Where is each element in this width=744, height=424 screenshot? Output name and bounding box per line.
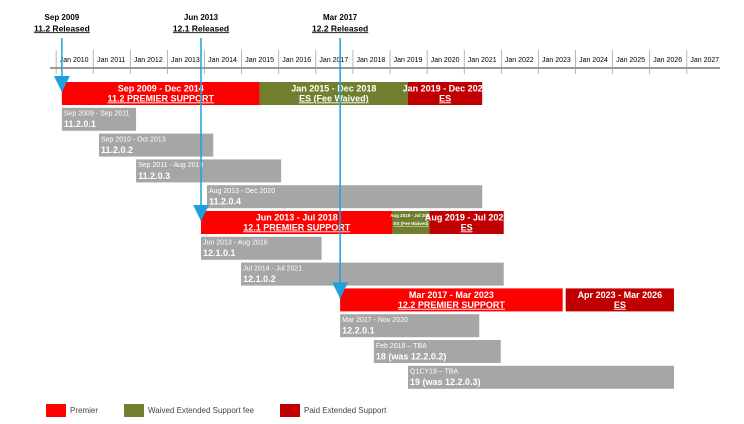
bar-period: Sep 2009 - Dec 2014 (118, 83, 204, 93)
legend-swatch (124, 404, 145, 417)
bar-period: Aug 2018 - Jul 2019 (390, 213, 432, 218)
bar-label: 12.1.0.1 (203, 248, 236, 258)
bar-period: Q1CY19 – TBA (410, 369, 458, 376)
x-tick-label: Jan 2014 (208, 57, 237, 64)
bar-label: ES (461, 222, 473, 232)
legend-swatch (46, 404, 66, 417)
milestone-label: 11.2 Released (34, 23, 90, 33)
x-tick-label: Jan 2025 (616, 57, 645, 64)
x-tick-label: Jan 2011 (97, 57, 125, 64)
timeline-bar (373, 340, 501, 363)
x-tick-label: Jan 2013 (171, 57, 200, 64)
bar-label: ES (439, 93, 451, 103)
timeline-bar (61, 107, 137, 131)
bar-period: Sep 2009 - Sep 2011 (64, 111, 130, 118)
milestone-date: Mar 2017 (323, 13, 358, 22)
milestone-date: Jun 2013 (184, 13, 219, 22)
x-tick-label: Jan 2017 (319, 57, 348, 64)
bar-label: ES (Fee Waived) (394, 221, 429, 226)
bar-period: Aug 2019 - Jul 2021 (425, 212, 509, 222)
timeline-bar (392, 211, 430, 234)
bar-label: 18 (was 12.2.0.2) (376, 351, 447, 361)
legend-label: Waived Extended Support fee (148, 406, 255, 415)
milestone-arrow (53, 76, 70, 92)
bar-period: Jan 2015 - Dec 2018 (291, 83, 376, 93)
legend-label: Paid Extended Support (304, 406, 387, 415)
bar-label: ES (Fee Waived) (299, 93, 369, 103)
x-tick-label: Jan 2015 (245, 57, 274, 64)
bar-label: 11.2 PREMIER SUPPORT (107, 93, 214, 103)
x-tick-label: Jan 2022 (505, 57, 534, 64)
x-tick-label: Jan 2024 (579, 57, 608, 64)
timeline-bar (259, 82, 409, 105)
x-tick-label: Jan 2026 (653, 57, 682, 64)
bar-label: ES (614, 300, 626, 310)
timeline-bar (408, 365, 674, 389)
x-tick-label: Jan 2021 (468, 57, 497, 64)
timeline-bar (201, 236, 322, 260)
milestone-arrow (332, 282, 349, 299)
bar-label: 11.2.0.2 (101, 145, 133, 155)
legend-swatch (280, 404, 301, 417)
timeline-bar (61, 82, 260, 105)
timeline-bar (408, 82, 483, 105)
bar-label: 11.2.0.3 (138, 171, 170, 181)
bar-period: Mar 2017 - Nov 2020 (342, 317, 408, 324)
bar-label: 12.2.0.1 (342, 326, 375, 336)
legend-label: Premier (70, 406, 98, 415)
bar-period: Jun 2013 - Aug 2016 (203, 240, 268, 247)
bar-label: 12.1 PREMIER SUPPORT (243, 222, 351, 232)
bar-period: Jan 2019 - Dec 2020 (403, 83, 488, 93)
timeline-bar (340, 314, 480, 338)
x-tick-label: Jan 2019 (394, 57, 423, 64)
bar-period: Sep 2011 - Aug 2015 (138, 162, 203, 169)
bar-label: 12.1.0.2 (243, 274, 276, 284)
milestone-label: 12.2 Released (312, 23, 368, 33)
bar-period: Jul 2014 - Jul 2021 (243, 265, 302, 272)
milestone-date: Sep 2009 (45, 13, 80, 22)
timeline-bar (136, 159, 282, 183)
bar-period: Feb 2018 – TBA (376, 343, 427, 350)
timeline-bar (429, 211, 504, 234)
x-tick-label: Jan 2016 (282, 57, 311, 64)
bar-label: 19 (was 12.2.0.3) (410, 377, 481, 387)
x-tick-label: Jan 2010 (60, 57, 89, 64)
x-tick-label: Jan 2023 (542, 57, 571, 64)
bar-label: 12.2 PREMIER SUPPORT (398, 300, 506, 310)
timeline-bar (201, 211, 393, 234)
bar-period: Sep 2010 - Oct 2013 (101, 136, 166, 143)
x-tick-label: Jan 2020 (431, 57, 460, 64)
milestone-label: 12.1 Released (173, 23, 229, 33)
bar-period: Mar 2017 - Mar 2023 (409, 290, 494, 300)
timeline-bar (241, 262, 504, 286)
bar-period: Apr 2023 - Mar 2026 (578, 290, 663, 300)
milestone-arrow (193, 205, 210, 221)
bar-period: Aug 2013 - Dec 2020 (209, 188, 275, 195)
timeline-bar (98, 133, 214, 157)
bar-label: 11.2.0.1 (64, 119, 96, 129)
x-tick-label: Jan 2012 (134, 57, 163, 64)
x-tick-label: Jan 2027 (690, 57, 719, 64)
timeline-bar (340, 288, 563, 312)
timeline-bar (206, 185, 483, 209)
bar-label: 11.2.0.4 (209, 197, 241, 207)
timeline-bar (565, 288, 674, 312)
x-tick-label: Jan 2018 (357, 57, 386, 64)
bar-period: Jun 2013 - Jul 2018 (256, 212, 338, 222)
